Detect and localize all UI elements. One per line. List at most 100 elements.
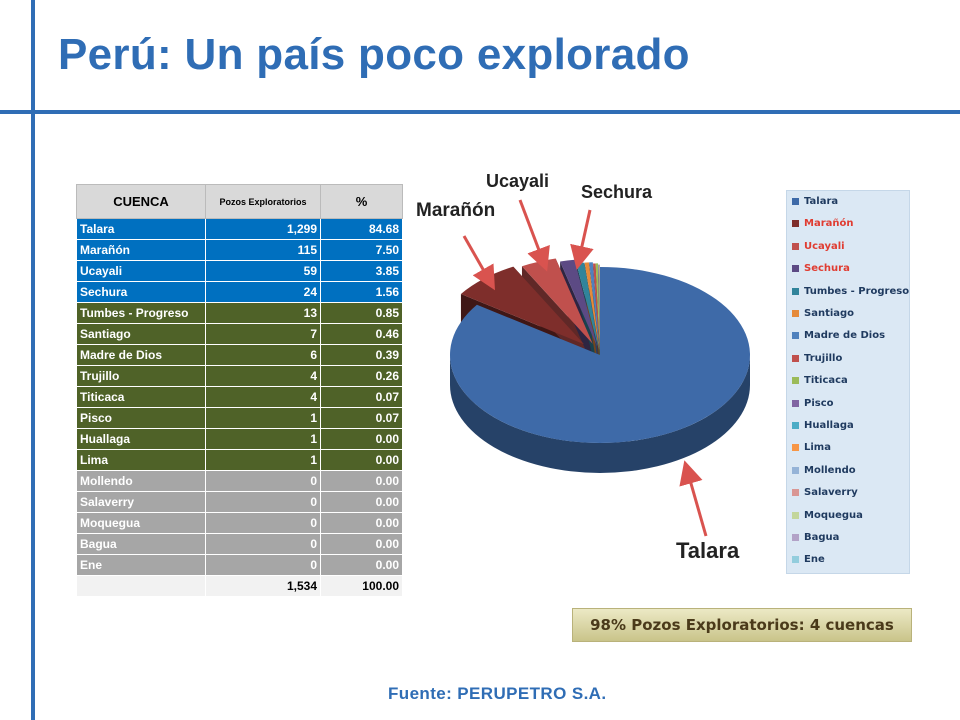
legend-label: Talara (804, 196, 839, 207)
legend-swatch (792, 265, 799, 273)
pie-slice (593, 263, 600, 352)
pie-slice (450, 267, 750, 444)
cell-pct: 7.50 (320, 239, 403, 261)
table-row: Lima 1 0.00 (76, 449, 403, 471)
legend-item: Trujillo (792, 353, 842, 364)
legend-label: Sechura (804, 263, 850, 275)
table-row: Trujillo 4 0.26 (76, 365, 403, 387)
table-total-row: 1,534 100.00 (76, 575, 403, 597)
legend-item: Bagua (792, 532, 839, 543)
cell-pozos: 1 (205, 407, 321, 429)
header-pct: % (320, 184, 403, 219)
cell-cuenca: Huallaga (76, 428, 206, 450)
cell-pozos: 0 (205, 533, 321, 555)
table-row: Pisco 1 0.07 (76, 407, 403, 429)
legend-label: Moquegua (804, 509, 863, 521)
cell-cuenca: Pisco (76, 407, 206, 429)
pie-slice (560, 259, 598, 347)
legend-swatch (792, 466, 799, 474)
legend-item: Ucayali (792, 241, 845, 252)
cell-pozos: 7 (205, 323, 321, 345)
callout-arrow (518, 199, 550, 272)
cell-pozos: 0 (205, 491, 321, 513)
legend-label: Tumbes - Progreso (804, 285, 910, 297)
legend-label: Trujillo (804, 352, 843, 364)
cell-pct: 0.00 (320, 491, 403, 513)
cell-pct: 84.68 (320, 218, 403, 240)
cell-pozos: 115 (205, 239, 321, 261)
table-row: Tumbes - Progreso 13 0.85 (76, 302, 403, 324)
cell-pct: 0.00 (320, 554, 403, 576)
cell-cuenca: Moquegua (76, 512, 206, 534)
legend-item: Talara (792, 196, 838, 207)
pie-slice (598, 264, 600, 353)
callout-ucayali: Ucayali (486, 171, 550, 191)
cell-cuenca: Ene (76, 554, 206, 576)
legend-swatch (792, 377, 799, 385)
cell-cuenca: Salaverry (76, 491, 206, 513)
table-row: Titicaca 4 0.07 (76, 386, 403, 408)
cell-cuenca: Ucayali (76, 260, 206, 282)
table-row: Bagua 0 0.00 (76, 533, 403, 555)
legend-label: Titicaca (804, 375, 848, 387)
legend-swatch (792, 534, 799, 541)
legend-item: Pisco (792, 398, 834, 409)
page-title: Perú: Un país poco explorado (58, 30, 690, 79)
legend-swatch (792, 332, 799, 340)
legend-item: Salaverry (792, 487, 858, 498)
cell-cuenca: Titicaca (76, 386, 206, 408)
cell-cuenca: Lima (76, 449, 206, 471)
summary-note: 98% Pozos Exploratorios: 4 cuencas (572, 608, 912, 642)
legend-item: Mollendo (792, 465, 856, 476)
cell-pozos: 4 (205, 386, 321, 408)
cell-pct: 0.26 (320, 365, 403, 387)
cell-pct: 0.00 (320, 449, 403, 471)
legend-item: Lima (792, 442, 831, 453)
table-row: Salaverry 0 0.00 (76, 491, 403, 513)
table-row: Madre de Dios 6 0.39 (76, 344, 403, 366)
legend-label: Madre de Dios (804, 330, 886, 342)
legend-swatch (792, 422, 799, 429)
legend-swatch (792, 489, 799, 497)
pie-slice (584, 262, 600, 351)
legend-label: Marañón (804, 218, 854, 230)
callout-talara: Talara (676, 538, 740, 563)
cell-cuenca: Tumbes - Progreso (76, 302, 206, 324)
pie-chart (450, 199, 750, 537)
cell-cuenca: Madre de Dios (76, 344, 206, 366)
cell-pozos: 1 (205, 428, 321, 450)
horizontal-rule (0, 110, 960, 114)
table-row: Mollendo 0 0.00 (76, 470, 403, 492)
cell-pct: 0.00 (320, 533, 403, 555)
legend-label: Santiago (804, 308, 855, 319)
cell-pozos: 0 (205, 512, 321, 534)
cell-pozos: 59 (205, 260, 321, 282)
cell-cuenca: Trujillo (76, 365, 206, 387)
cell-pozos: 4 (205, 365, 321, 387)
chart-legend: Talara Marañón Ucayali Sechura Tumbes - Prog… (786, 190, 910, 574)
table-header-row: CUENCA Pozos Exploratorios % (76, 184, 403, 219)
total-pct: 100.00 (320, 575, 403, 597)
legend-label: Salaverry (804, 487, 858, 499)
cell-cuenca: Marañón (76, 239, 206, 261)
table-row: Huallaga 1 0.00 (76, 428, 403, 450)
callout-arrow (462, 235, 495, 291)
legend-swatch (792, 310, 799, 317)
table-row: Santiago 7 0.46 (76, 323, 403, 345)
cell-cuenca: Sechura (76, 281, 206, 303)
table-row: Moquegua 0 0.00 (76, 512, 403, 534)
cell-pct: 0.00 (320, 512, 403, 534)
legend-swatch (792, 511, 799, 519)
cell-cuenca: Bagua (76, 533, 206, 555)
table-row: Talara 1,299 84.68 (76, 218, 403, 240)
header-pozos: Pozos Exploratorios (205, 184, 321, 219)
cell-pozos: 24 (205, 281, 321, 303)
header-cuenca: CUENCA (76, 184, 206, 219)
vertical-rule (31, 0, 35, 720)
pie-slice (595, 263, 600, 352)
cell-pozos: 0 (205, 554, 321, 576)
cuenca-table: CUENCA Pozos Exploratorios % Talara 1,299… (76, 184, 403, 597)
cell-pozos: 1 (205, 449, 321, 471)
table-row: Sechura 24 1.56 (76, 281, 403, 303)
legend-item: Marañón (792, 218, 854, 229)
